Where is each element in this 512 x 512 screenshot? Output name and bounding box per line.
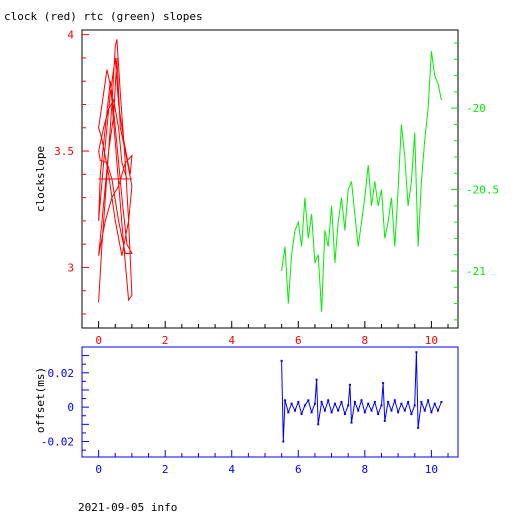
offset-point	[397, 411, 400, 414]
slopes-x-tick-label: 2	[162, 334, 169, 347]
slopes-x-tick-label: 10	[425, 334, 438, 347]
slopes-plot-frame	[81, 29, 459, 329]
offset-axes: 0 2 4 6 8 10 -0.02 0 0.02	[41, 355, 449, 476]
offset-point	[280, 359, 283, 362]
offset-point	[382, 382, 385, 385]
offset-point	[400, 402, 403, 405]
offset-point	[433, 402, 436, 405]
offset-point	[420, 401, 423, 403]
offset-point	[440, 401, 443, 403]
clock-slope-line	[98, 39, 133, 303]
slopes-left-tick-label: 3.5	[54, 145, 74, 158]
offset-point	[347, 404, 350, 407]
slopes-right-tick-label: -20	[466, 102, 486, 115]
offset-y-tick-label: -0.02	[41, 436, 74, 449]
offset-point	[340, 401, 343, 403]
offset-point	[363, 411, 366, 414]
offset-point	[407, 401, 410, 403]
slopes-x-tick-label: 6	[295, 334, 302, 347]
slopes-right-tick-label: -20.5	[466, 184, 499, 197]
offset-point	[348, 383, 351, 386]
offset-plot-frame	[81, 346, 459, 458]
offset-point	[390, 409, 393, 412]
offset-point	[315, 378, 318, 381]
offset-point	[320, 401, 323, 403]
slopes-left-tick-label: 4	[67, 29, 74, 42]
offset-y-axis-label: offset(ms)	[34, 367, 47, 433]
slopes-chart: 0 2 4 6 8 10 3 3.5 4 -21 -20.5 -20 clockslope	[34, 29, 499, 347]
offset-point	[310, 411, 313, 414]
offset-x-tick-label: 6	[295, 463, 302, 476]
footer-date: 2021-09-05 info	[78, 501, 177, 512]
offset-point	[303, 404, 306, 407]
offset-point	[383, 419, 386, 422]
offset-x-tick-label: 0	[95, 463, 102, 476]
offset-point	[343, 413, 346, 415]
slopes-right-tick-label: -21	[466, 265, 486, 278]
offset-x-tick-label: 8	[362, 463, 369, 476]
offset-point	[282, 440, 285, 443]
offset-point	[423, 409, 426, 412]
offset-point	[357, 409, 360, 412]
offset-point	[313, 402, 316, 405]
offset-x-tick-label: 2	[162, 463, 169, 476]
offset-point	[417, 426, 420, 429]
offset-point	[307, 399, 310, 402]
offset-point	[380, 404, 383, 407]
offset-point	[393, 399, 396, 402]
slopes-x-tick-label: 4	[228, 334, 235, 347]
offset-point	[367, 402, 370, 405]
offset-y-tick-label: 0.02	[48, 367, 75, 380]
offset-point	[317, 423, 320, 426]
offset-point	[300, 413, 303, 415]
slopes-y-axis-label: clockslope	[34, 146, 47, 212]
offset-point	[353, 401, 356, 403]
offset-point	[330, 411, 333, 414]
offset-point	[350, 421, 353, 424]
offset-point	[297, 401, 300, 403]
chart-title: clock (red) rtc (green) slopes	[4, 10, 203, 23]
offset-point	[415, 351, 418, 354]
offset-series	[280, 351, 443, 443]
slopes-left-tick-label: 3	[67, 261, 74, 274]
slopes-x-tick-label: 8	[362, 334, 369, 347]
slopes-series	[98, 39, 442, 312]
offset-point	[360, 399, 363, 402]
offset-point	[403, 409, 406, 412]
offset-point	[413, 404, 416, 407]
offset-point	[327, 399, 330, 402]
offset-point	[387, 401, 390, 403]
offset-x-tick-label: 10	[425, 463, 438, 476]
offset-point	[333, 402, 336, 405]
offset-point	[410, 413, 413, 415]
offset-point	[337, 409, 340, 412]
offset-point	[430, 411, 433, 414]
offset-point	[437, 409, 439, 412]
offset-point	[370, 409, 373, 412]
offset-y-tick-label: 0	[67, 401, 74, 414]
offset-point	[284, 399, 286, 402]
offset-x-tick-label: 4	[228, 463, 235, 476]
offset-point	[323, 409, 326, 412]
offset-point	[294, 409, 296, 412]
slopes-x-tick-label: 0	[95, 334, 102, 347]
offset-point	[287, 411, 290, 414]
offset-point	[377, 413, 380, 415]
slopes-axes: 0 2 4 6 8 10 3 3.5 4 -21 -20.5 -20	[54, 29, 499, 347]
offset-chart: 0 2 4 6 8 10 -0.02 0 0.02 offset(ms)	[34, 346, 459, 476]
offset-point	[373, 401, 376, 403]
offset-point	[427, 399, 430, 402]
rtc-slope-line	[281, 51, 442, 312]
offset-point	[290, 402, 293, 405]
